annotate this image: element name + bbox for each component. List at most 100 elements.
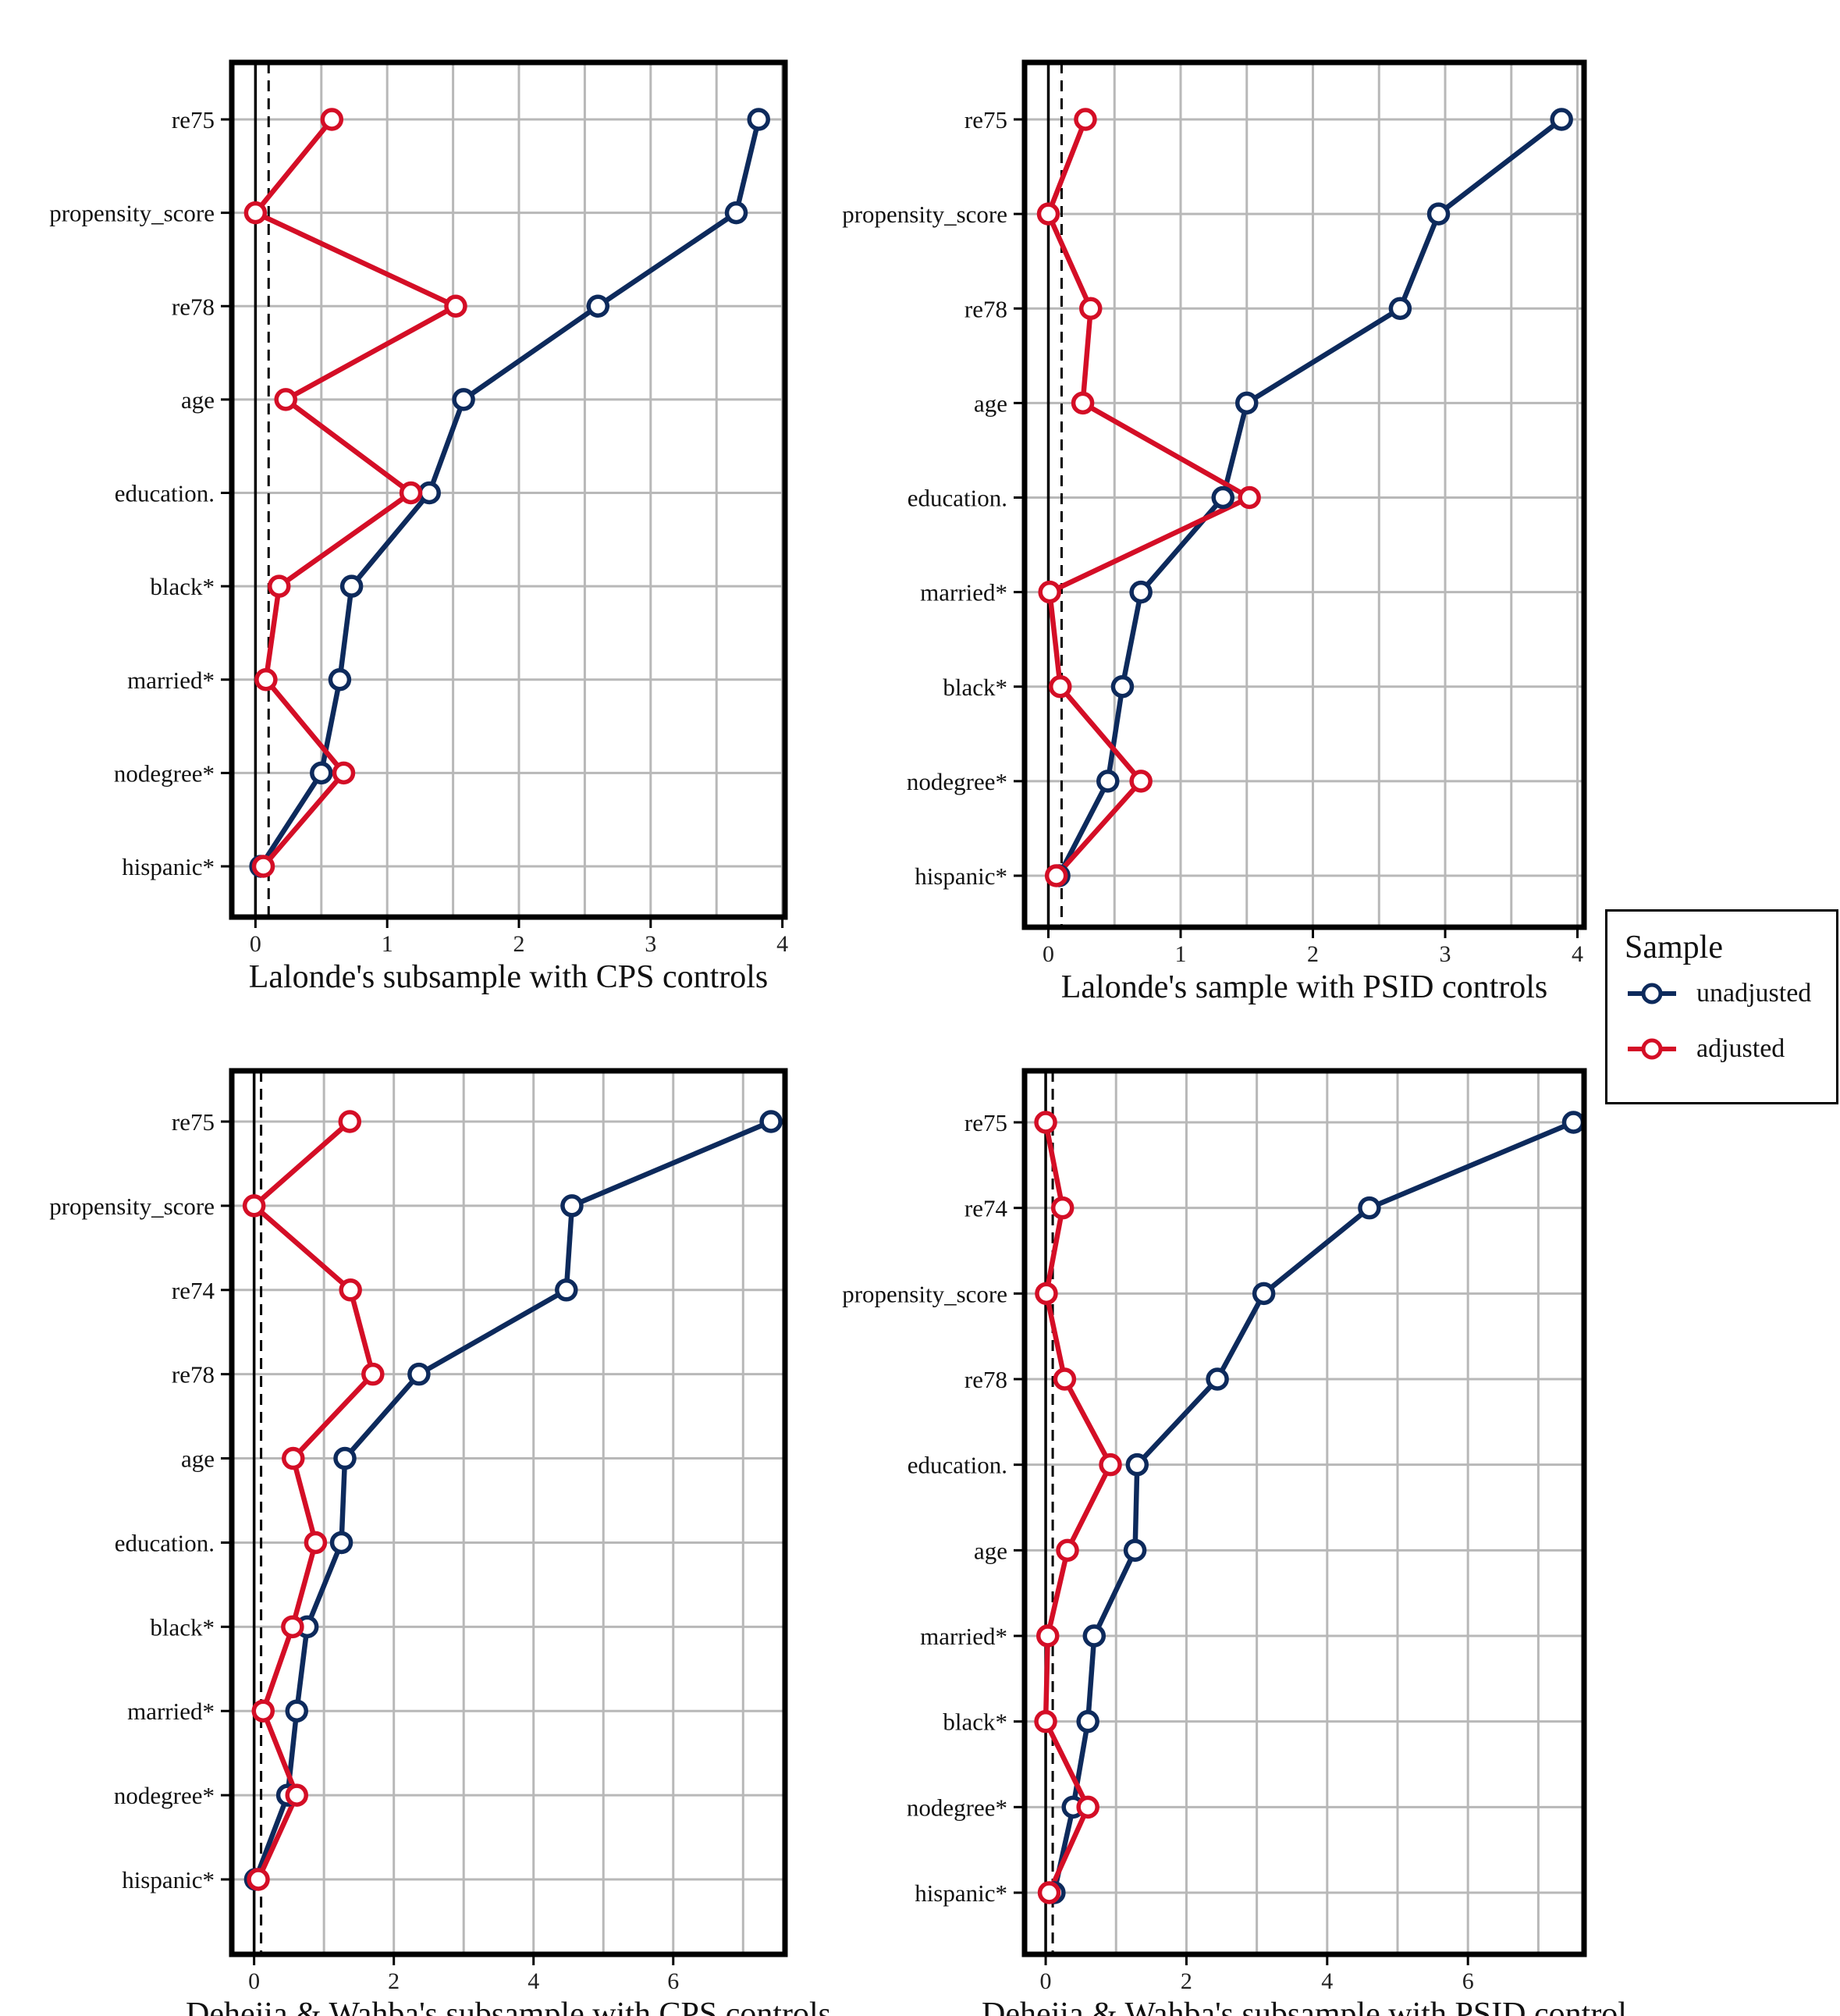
data-point-adjusted [1071,391,1095,415]
y-tick-label: re74 [172,1277,215,1304]
y-tick-label: re78 [964,1366,1007,1393]
data-point-unadjusted [407,1362,431,1386]
data-point-adjusted [254,668,278,692]
data-point-unadjusted [1211,485,1235,510]
x-tick-label: 3 [645,931,656,957]
x-tick-label: 6 [1462,1968,1474,1994]
data-point-unadjusted [417,481,441,505]
x-tick-label: 0 [250,931,261,957]
legend-label-adjusted: adjusted [1696,1034,1785,1063]
plot-frame [229,1068,788,1957]
x-tick-label: 4 [1572,941,1583,967]
data-point-unadjusted [1129,580,1153,604]
data-point-adjusted [1079,297,1103,320]
y-tick-label: married* [127,667,215,694]
data-point-unadjusted [1252,1282,1276,1306]
x-axis-title: Lalonde's subsample with CPS controls [249,959,769,995]
x-axis-title: Dehejia & Wahba's subsample with PSID co… [982,1996,1627,2016]
data-point-adjusted [361,1362,385,1386]
y-tick-label: education. [908,485,1007,512]
y-tick-label: married* [920,579,1007,606]
data-point-adjusted [1044,864,1068,887]
chart-panel-1: re75 propensity_score re78 age education. bla… [49,59,788,995]
x-tick-label: 4 [776,931,788,957]
data-point-adjusted [444,294,467,318]
x-axis-title: Lalonde's sample with PSID controls [1061,969,1548,1005]
data-point-adjusted [1053,1367,1077,1391]
y-tick-label: age [181,1445,215,1473]
legend: Sample unadjusted adjusted [1605,909,1838,1104]
y-tick-label: black* [943,1708,1007,1736]
x-tick-label: 4 [527,1968,539,1994]
y-tick-label: education. [115,1529,215,1556]
data-point-unadjusted [724,201,748,225]
data-point-adjusted [282,1446,305,1470]
y-tick-label: propensity_score [49,200,215,227]
data-point-unadjusted [452,388,475,411]
data-point-adjusted [1049,675,1072,699]
y-tick-label: black* [943,674,1007,701]
x-tick-label: 2 [388,1968,400,1994]
series-line-unadjusted [253,1119,773,1881]
y-tick-label: hispanic* [122,1866,215,1893]
x-tick-label: 2 [1307,941,1319,967]
data-point-adjusted [242,1194,266,1218]
data-point-unadjusted [333,1446,357,1470]
data-point-unadjusted [1561,1111,1586,1134]
y-tick-label: re74 [964,1195,1008,1222]
data-point-adjusted [285,1783,309,1807]
series-line-adjusted [251,1119,376,1881]
data-point-unadjusted [1358,1196,1381,1220]
data-point-adjusted [399,481,423,505]
x-tick-label: 1 [382,931,393,957]
y-tick-label: propensity_score [842,201,1007,228]
y-tick-label: age [974,389,1007,417]
data-point-adjusted [281,1615,304,1639]
y-tick-label: hispanic* [915,1879,1007,1907]
x-tick-label: 0 [248,1968,260,1994]
data-point-unadjusted [285,1699,309,1723]
x-axis-title: Dehejia & Wahba's subsample with CPS con… [186,1996,831,2016]
data-point-unadjusted [1096,770,1120,793]
y-tick-label: re78 [172,1361,215,1388]
y-tick-label: nodegree* [907,768,1007,795]
legend-swatch-adjusted [1628,1038,1676,1060]
x-tick-label: 6 [667,1968,679,1994]
plot-frame [1021,59,1587,930]
data-point-adjusted [1036,202,1060,226]
data-point-unadjusted [1082,1624,1106,1648]
y-tick-label: age [181,386,215,414]
plot-frame [1021,1068,1587,1957]
x-tick-label: 4 [1321,1968,1333,1994]
x-tick-label: 0 [1043,941,1054,967]
plot-frame [229,59,788,920]
data-point-adjusted [251,855,275,878]
data-point-adjusted [243,201,268,225]
data-point-unadjusted [1125,1452,1149,1477]
data-point-unadjusted [328,668,352,692]
data-point-unadjusted [1110,675,1135,699]
data-point-unadjusted [329,1531,353,1555]
y-tick-label: black* [150,573,215,600]
legend-title: Sample [1625,930,1723,965]
data-point-unadjusted [1550,108,1573,131]
chart-panel-2: re75 propensity_score re78 age education. mar… [842,59,1587,1005]
chart-panel-3: re75 propensity_score re74 re78 age education… [49,1068,831,2016]
x-tick-label: 0 [1040,1968,1052,1994]
data-point-adjusted [1036,1624,1060,1648]
legend-swatch-unadjusted [1628,983,1676,1004]
data-point-unadjusted [1206,1367,1229,1391]
data-point-unadjusted [1388,297,1412,320]
data-point-unadjusted [560,1194,584,1218]
data-point-unadjusted [759,1110,783,1133]
y-tick-label: married* [920,1623,1007,1650]
y-tick-label: hispanic* [122,853,215,880]
data-point-adjusted [1056,1538,1079,1563]
data-point-adjusted [1129,770,1153,793]
y-tick-label: re75 [964,106,1007,133]
data-point-adjusted [338,1110,362,1133]
data-point-adjusted [247,1868,270,1891]
data-point-unadjusted [586,294,610,318]
data-point-adjusted [1074,108,1097,131]
data-point-adjusted [1037,1881,1061,1904]
